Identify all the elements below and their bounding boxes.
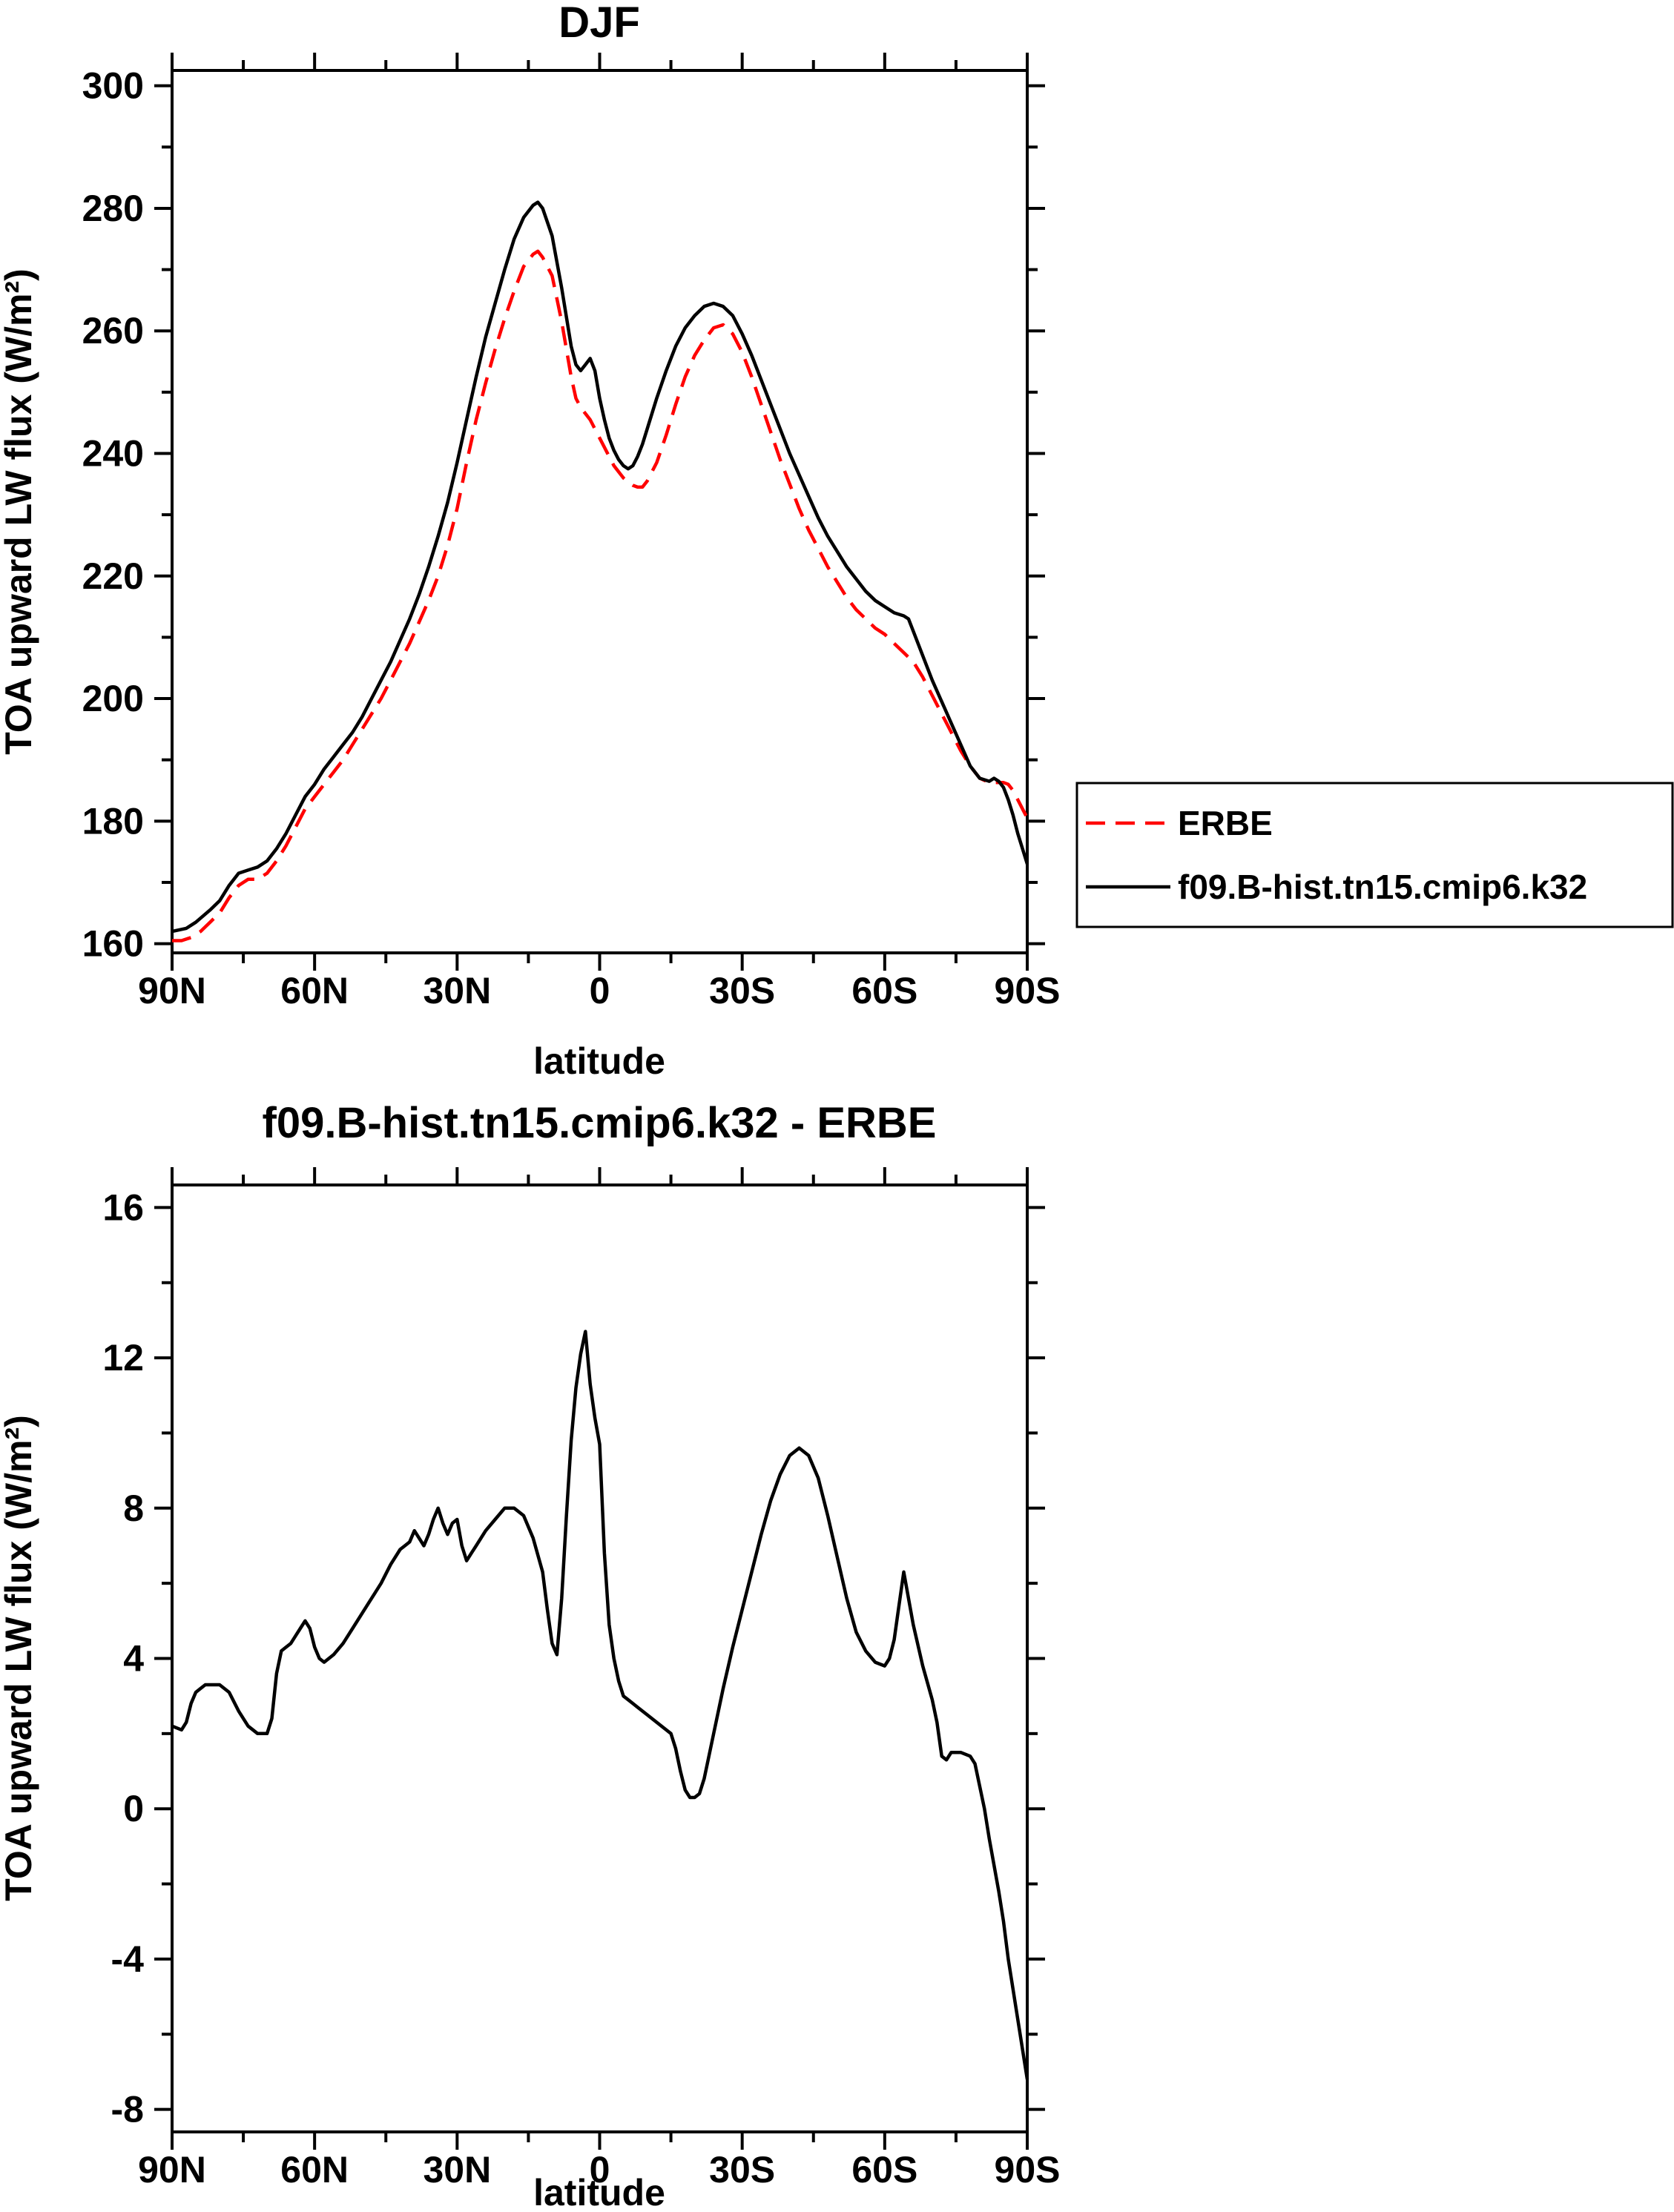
difference-line (171, 1330, 1029, 2080)
bottom-chart-plot-area: 90N 60N 30N 0 30S 60S 90S -8 -4 0 4 8 12 16 (102, 1167, 1060, 2190)
y-tick-label: 8 (123, 1488, 144, 1529)
plot-frame (171, 1183, 1029, 2133)
legend: ERBE f09.B-hist.tn15.cmip6.k32 (1075, 782, 1674, 928)
bottom-xaxis-label: latitude (533, 2172, 665, 2208)
y-tick-label: 16 (102, 1186, 144, 1228)
x-tick-label: 0 (590, 970, 610, 1011)
x-tick-label: 30S (709, 970, 775, 1011)
x-tick-label: 30S (709, 2149, 775, 2190)
top-chart-title: DJF (558, 0, 640, 47)
x-tick-label: 30N (423, 970, 491, 1011)
y-tick-label: -8 (111, 2089, 144, 2130)
x-tick-label: 90S (995, 970, 1061, 1011)
y-tick-label: 160 (82, 923, 144, 965)
top-yaxis-label: TOA upward LW flux (W/m²) (0, 268, 39, 755)
x-tick-label: 30N (423, 2149, 491, 2190)
x-tick-label: 60S (851, 2149, 917, 2190)
top-xaxis-label: latitude (533, 1040, 665, 1082)
top-chart-plot-area: 90N 60N 30N 0 30S 60S 90S 160 180 200 220 240 260 280… (82, 53, 1061, 1011)
x-tick-label: 60N (280, 970, 349, 1011)
y-tick-label: 180 (82, 800, 144, 842)
y-tick-label: 220 (82, 555, 144, 597)
y-tick-label: 280 (82, 188, 144, 229)
x-tick-label: 60S (851, 970, 917, 1011)
y-tick-label: 4 (123, 1638, 144, 1680)
x-tick-label: 60N (280, 2149, 349, 2190)
y-tick-label: 0 (123, 1788, 144, 1829)
legend-box (1075, 782, 1674, 928)
y-tick-label: 260 (82, 310, 144, 351)
x-tick-label: 90N (138, 970, 206, 1011)
x-tick-label: 90S (995, 2149, 1061, 2190)
erbe-line (172, 249, 1029, 942)
model-line (171, 200, 1029, 934)
legend-label-erbe: ERBE (1178, 804, 1273, 842)
y-tick-label: -4 (111, 1938, 145, 1980)
x-tick-label: 0 (590, 2149, 610, 2190)
y-tick-label: 240 (82, 432, 144, 474)
y-tick-label: 12 (102, 1337, 144, 1379)
y-tick-label: 200 (82, 678, 144, 719)
legend-label-model: f09.B-hist.tn15.cmip6.k32 (1178, 868, 1587, 906)
bottom-chart-title: f09.B-hist.tn15.cmip6.k32 - ERBE (263, 1099, 937, 1147)
y-tick-label: 300 (82, 65, 144, 107)
x-tick-label: 90N (138, 2149, 206, 2190)
bottom-yaxis-label: TOA upward LW flux (W/m²) (0, 1415, 39, 1901)
